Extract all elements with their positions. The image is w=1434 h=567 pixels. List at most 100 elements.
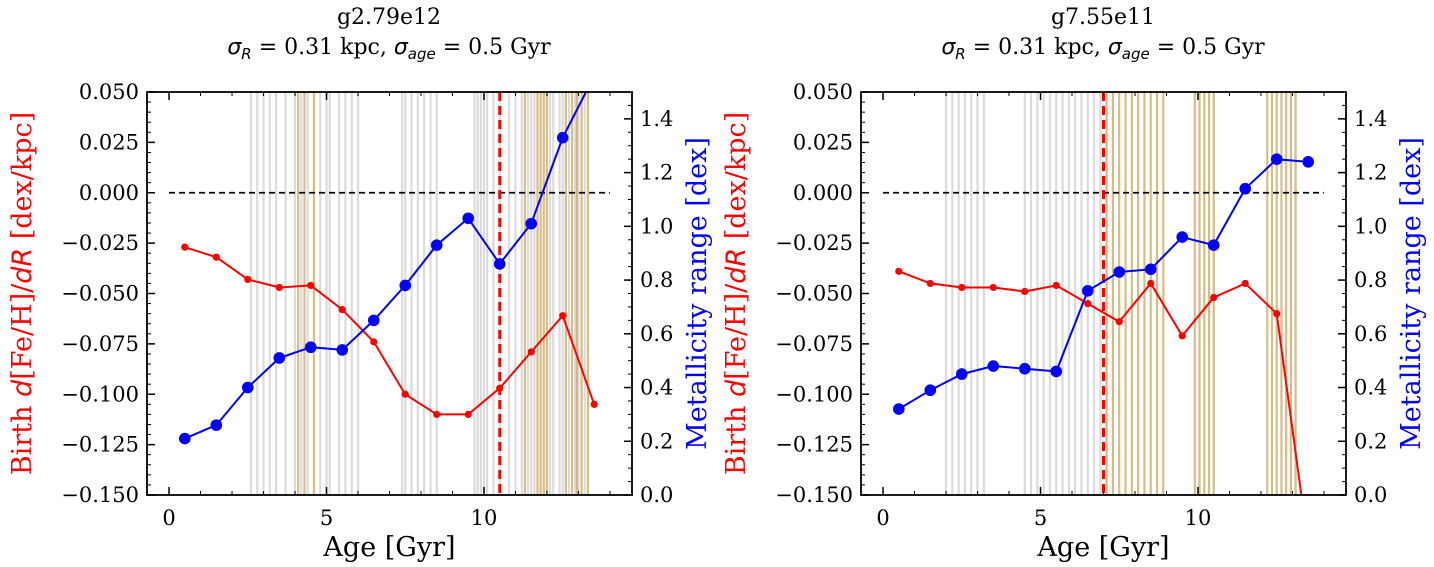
- metallicity-point: [1239, 182, 1252, 195]
- gradient-point: [338, 306, 346, 314]
- metallicity-point: [399, 279, 412, 292]
- y-right-tick-label: 1.4: [1354, 107, 1387, 131]
- gradient-point: [401, 390, 409, 398]
- metallicity-point: [241, 381, 254, 394]
- gradient-point: [181, 243, 189, 251]
- y-left-axis-label: Birth d[Fe/H]/dR [dex/kpc]: [721, 112, 752, 475]
- y-left-tick-label: −0.050: [775, 282, 853, 306]
- chart-title: g2.79e12: [337, 5, 441, 30]
- x-tick-label: 5: [320, 506, 333, 530]
- metallicity-point: [1176, 231, 1189, 243]
- y-left-tick-label: −0.075: [61, 332, 139, 356]
- gradient-point: [1084, 299, 1092, 308]
- chart-panel-1: 0 5 10 0.050 0.025 0.000 −0.025 −0.050 −0.075 −0.…: [7, 5, 713, 563]
- gradient-point: [307, 281, 315, 290]
- y-left-tick-label: −0.150: [775, 483, 853, 507]
- metallicity-point: [430, 239, 443, 251]
- y-left-tick-label: −0.100: [61, 382, 139, 406]
- gradient-point: [559, 312, 567, 320]
- gradient-point: [1147, 279, 1155, 288]
- metallicity-point: [367, 314, 380, 327]
- chart-subtitle: σR = 0.31 kpc, σage = 0.5 Gyr: [941, 35, 1265, 63]
- y-right-tick-label: 0.0: [1354, 483, 1387, 507]
- x-tick-label: 0: [876, 506, 889, 530]
- x-tick-label: 0: [162, 506, 175, 530]
- metallicity-series-line: [184, 92, 588, 440]
- gradient-point: [1178, 332, 1186, 340]
- gradient-point: [244, 275, 252, 283]
- y-right-axis-label: Metallicity range [dex]: [682, 137, 713, 450]
- y-right-tick-label: 1.0: [640, 214, 673, 238]
- gradient-point: [895, 267, 903, 275]
- gradient-point: [433, 410, 441, 418]
- y-left-tick-label: 0.025: [793, 130, 853, 154]
- y-right-tick-label: 0.2: [1354, 429, 1387, 453]
- gradient-point: [370, 338, 378, 346]
- gradient-point: [1241, 279, 1249, 288]
- gradient-series-line: [184, 246, 596, 416]
- y-right-tick-label: 0.4: [1354, 376, 1387, 400]
- gradient-point: [1052, 281, 1060, 290]
- metallicity-point: [273, 352, 286, 364]
- gradient-point: [1115, 318, 1123, 326]
- y-right-axis-label: Metallicity range [dex]: [1396, 137, 1427, 450]
- y-right-tick-label: 1.2: [1354, 161, 1387, 185]
- gradient-point: [989, 283, 997, 292]
- gradient-point: [1273, 310, 1281, 318]
- x-tick-label: 5: [1034, 506, 1047, 530]
- gradient-point: [496, 384, 504, 392]
- metallicity-point: [1113, 266, 1126, 278]
- metallicity-point: [1302, 156, 1315, 168]
- metallicity-point: [892, 403, 905, 415]
- metallicity-point: [924, 384, 937, 397]
- y-left-tick-label: −0.100: [775, 382, 853, 406]
- metallicity-point: [1018, 362, 1031, 375]
- metallicity-point: [556, 131, 569, 144]
- metallicity-point: [955, 368, 968, 380]
- y-left-axis-label: Birth d[Fe/H]/dR [dex/kpc]: [7, 112, 38, 475]
- x-axis-label: Age [Gyr]: [322, 532, 455, 563]
- y-left-tick-label: 0.000: [79, 181, 139, 205]
- gradient-point: [926, 279, 934, 288]
- y-right-tick-label: 0.0: [640, 483, 673, 507]
- gradient-point: [958, 283, 966, 292]
- y-right-tick-label: 1.0: [1354, 214, 1387, 238]
- y-right-tick-label: 0.2: [640, 429, 673, 453]
- y-left-tick-label: 0.050: [793, 80, 853, 104]
- y-right-tick-label: 0.6: [640, 322, 673, 346]
- plot-area: [883, 92, 1324, 495]
- gradient-point: [1210, 293, 1218, 302]
- y-right-tick-label: 0.4: [640, 376, 673, 400]
- y-left-tick-label: −0.125: [775, 433, 853, 457]
- metallicity-point: [304, 341, 317, 354]
- y-right-tick-label: 0.6: [1354, 322, 1387, 346]
- metallicity-point: [588, 70, 600, 82]
- metallicity-point: [1144, 263, 1157, 276]
- y-left-tick-label: −0.025: [775, 231, 853, 255]
- metallicity-point: [987, 360, 1000, 372]
- gradient-point: [212, 253, 220, 261]
- gradient-point: [464, 410, 472, 418]
- y-left-tick-label: 0.000: [793, 181, 853, 205]
- plot-area: [169, 70, 610, 495]
- x-tick-label: 10: [1185, 506, 1212, 530]
- chart-panel-2: 0 5 10 0.050 0.025 0.000 −0.025 −0.050 −0.075 −0.…: [721, 5, 1427, 563]
- y-right-tick-label: 0.8: [640, 268, 673, 292]
- metallicity-point: [336, 344, 349, 356]
- gradient-point: [1021, 287, 1029, 296]
- metallicity-point: [1207, 239, 1220, 251]
- metallicity-point: [493, 258, 506, 270]
- chart-title: g7.55e11: [1051, 5, 1155, 30]
- gradient-point: [275, 283, 283, 292]
- x-tick-label: 10: [471, 506, 498, 530]
- metallicity-point: [525, 217, 538, 230]
- metallicity-point: [210, 419, 223, 431]
- y-left-tick-label: −0.050: [61, 282, 139, 306]
- metallicity-point: [462, 212, 475, 225]
- y-left-tick-label: −0.025: [61, 231, 139, 255]
- y-left-tick-label: 0.025: [79, 130, 139, 154]
- metallicity-point: [178, 432, 191, 445]
- metallicity-point: [1081, 285, 1094, 297]
- y-left-tick-label: 0.050: [79, 80, 139, 104]
